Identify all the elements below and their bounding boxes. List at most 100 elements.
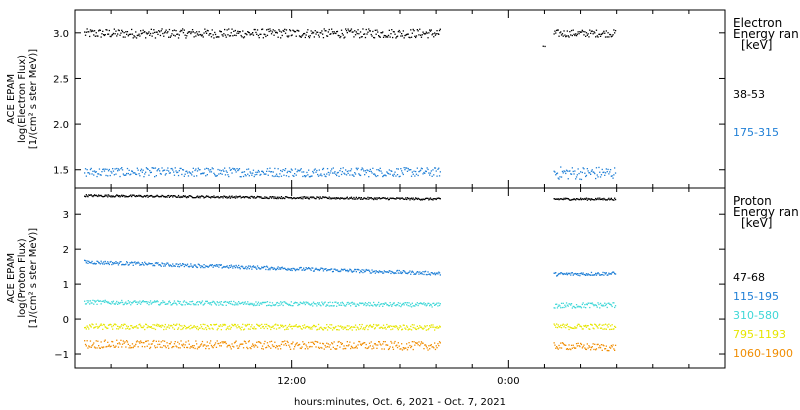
data-point: [373, 270, 376, 272]
data-point: [139, 195, 141, 197]
data-point: [365, 197, 367, 200]
data-point: [133, 35, 135, 37]
data-point: [125, 174, 127, 176]
data-point: [115, 30, 117, 32]
data-point: [207, 195, 209, 197]
data-point: [131, 302, 133, 304]
data-point: [311, 302, 313, 305]
data-point: [251, 33, 253, 35]
data-point: [368, 301, 370, 304]
data-point: [374, 198, 376, 200]
data-point: [216, 340, 218, 342]
data-point: [408, 36, 410, 38]
data-point: [612, 199, 614, 201]
data-point: [367, 328, 369, 331]
data-point: [344, 197, 346, 199]
data-point: [269, 341, 271, 343]
data-point: [585, 273, 588, 275]
data-point: [268, 170, 270, 172]
data-point: [200, 33, 202, 36]
data-point: [338, 270, 340, 272]
data-point: [604, 32, 606, 34]
data-point: [164, 174, 166, 176]
data-point: [376, 29, 378, 31]
data-point: [424, 325, 426, 327]
data-point: [555, 326, 557, 328]
data-point: [120, 32, 122, 34]
data-point: [372, 305, 374, 307]
data-point: [302, 175, 304, 178]
data-point: [148, 304, 150, 306]
data-point: [567, 178, 569, 180]
data-point: [609, 273, 611, 275]
data-point: [283, 197, 285, 199]
data-point: [289, 197, 291, 199]
data-point: [185, 37, 187, 39]
data-point: [258, 267, 260, 269]
data-point: [199, 301, 201, 303]
data-point: [230, 300, 232, 303]
data-point: [144, 346, 146, 348]
data-point: [417, 174, 419, 177]
data-point: [556, 274, 559, 277]
data-point: [379, 270, 381, 273]
data-point: [256, 304, 258, 306]
data-point: [225, 196, 227, 198]
data-point: [324, 196, 326, 198]
data-point: [207, 302, 209, 304]
data-point: [358, 173, 360, 175]
data-point: [276, 267, 278, 269]
data-point: [125, 195, 127, 197]
data-point: [208, 196, 210, 198]
data-point: [154, 347, 157, 349]
data-point: [384, 197, 386, 199]
data-point: [585, 324, 587, 327]
data-point: [139, 264, 141, 266]
data-point: [115, 195, 117, 197]
data-point: [119, 343, 121, 345]
data-point: [266, 265, 268, 267]
data-point: [135, 37, 138, 39]
data-point: [216, 301, 218, 303]
data-point: [173, 195, 175, 197]
data-point: [322, 168, 324, 171]
data-point: [614, 32, 616, 34]
data-point: [267, 304, 269, 306]
data-point: [149, 346, 152, 348]
data-point: [407, 272, 409, 274]
data-point: [205, 345, 208, 347]
data-point: [168, 264, 170, 266]
data-point: [335, 325, 337, 328]
data-point: [322, 33, 324, 35]
data-point: [600, 344, 603, 346]
data-point: [228, 267, 230, 269]
data-point: [231, 265, 233, 268]
data-point: [176, 196, 178, 198]
data-point: [242, 171, 244, 173]
data-point: [350, 326, 353, 328]
data-point: [171, 167, 173, 170]
data-point: [556, 29, 558, 32]
data-point: [99, 29, 101, 31]
data-point: [358, 328, 360, 331]
data-point: [209, 328, 211, 330]
data-point: [284, 340, 286, 342]
data-point: [101, 33, 103, 35]
data-point: [161, 346, 163, 349]
data-point: [205, 327, 207, 329]
data-point: [214, 265, 217, 267]
data-point: [199, 265, 201, 267]
data-point: [560, 302, 563, 304]
data-point: [406, 302, 409, 304]
data-point: [401, 172, 404, 174]
data-point: [282, 29, 284, 32]
data-point: [609, 33, 611, 36]
data-point: [135, 341, 138, 343]
data-point: [294, 173, 296, 175]
data-point: [589, 29, 591, 31]
data-point: [233, 30, 235, 32]
data-point: [260, 33, 262, 35]
data-point: [294, 301, 297, 303]
data-point: [338, 175, 340, 177]
data-point: [109, 195, 111, 197]
